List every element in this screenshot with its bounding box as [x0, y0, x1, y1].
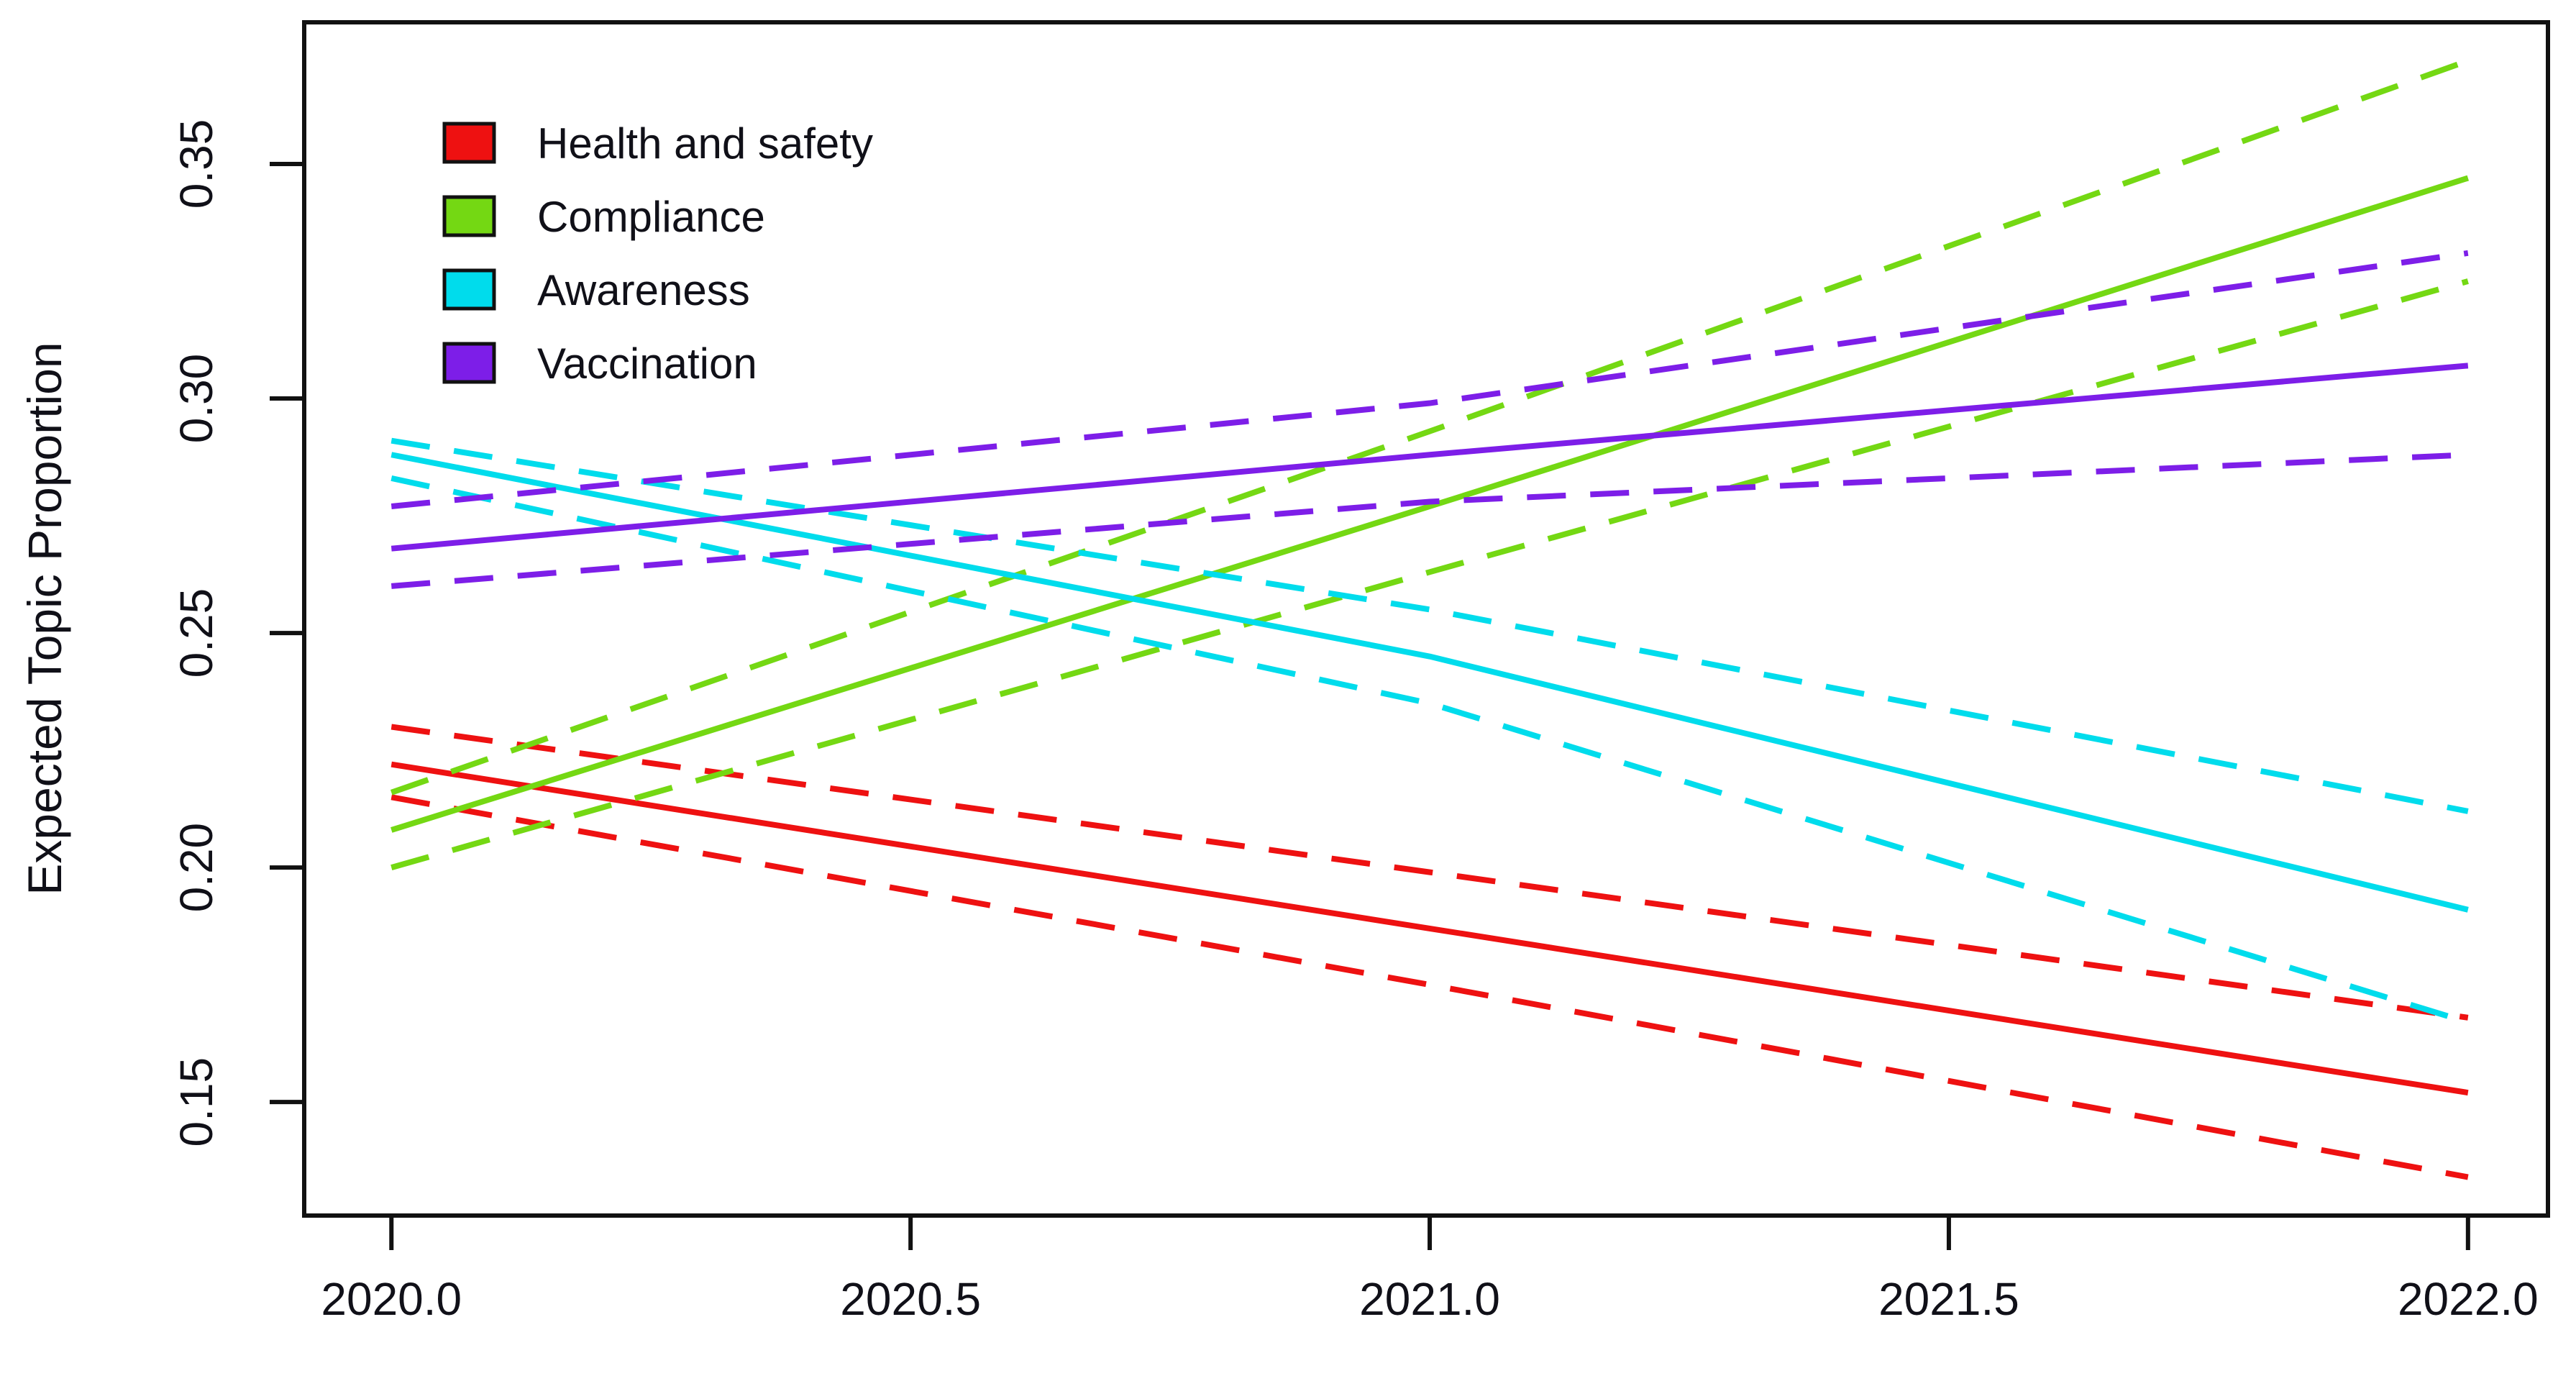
x-tick-label: 2021.5 — [1878, 1273, 2019, 1325]
y-axis-title: Expected Topic Proportion — [18, 342, 71, 895]
y-tick-label: 0.35 — [170, 119, 222, 209]
legend-label: Health and safety — [537, 119, 873, 168]
legend-swatch-awareness — [442, 268, 496, 311]
series-line-health-and-safety — [390, 761, 2469, 1096]
x-tick-label: 2020.0 — [321, 1273, 462, 1325]
legend-swatch-compliance — [442, 195, 496, 237]
series-line-awareness-ci-upper — [390, 437, 2469, 814]
series-line-awareness-ci-lower — [390, 475, 2470, 1026]
series-line-compliance — [390, 175, 2470, 833]
x-tick-label: 2020.5 — [840, 1273, 981, 1325]
plot-border — [302, 20, 2550, 1218]
series-line-health-and-safety-ci-upper — [390, 724, 2469, 1021]
series-line-vaccination — [390, 363, 2469, 552]
x-axis-ticks: 2020.0 2020.5 2021.0 2021.5 2022.0 — [321, 1216, 2539, 1325]
legend-label: Awareness — [537, 266, 750, 314]
series-line-awareness — [390, 452, 2469, 913]
series-line-vaccination-ci-upper — [390, 250, 2469, 509]
legend-swatch-vaccination — [442, 342, 496, 384]
y-tick-label: 0.30 — [170, 354, 222, 444]
x-tick-label: 2022.0 — [2398, 1273, 2539, 1325]
x-tick-label: 2021.0 — [1359, 1273, 1500, 1325]
series-line-vaccination-ci-lower — [390, 452, 2469, 589]
series-line-compliance-ci-upper — [390, 58, 2470, 796]
y-tick-label: 0.25 — [170, 588, 222, 678]
legend-label: Compliance — [537, 193, 765, 241]
y-tick-label: 0.20 — [170, 823, 222, 913]
legend-swatch-health-and-safety — [442, 122, 496, 164]
legend: Health and safety Compliance Awareness Vacc… — [442, 119, 873, 388]
series-line-health-and-safety-ci-lower — [390, 794, 2469, 1180]
legend-label: Vaccination — [537, 339, 757, 388]
series-line-compliance-ci-lower — [390, 278, 2469, 870]
series-lines — [390, 58, 2470, 1180]
y-tick-label: 0.15 — [170, 1057, 222, 1147]
y-axis-ticks: 0.15 0.20 0.25 0.30 0.35 — [170, 119, 304, 1147]
